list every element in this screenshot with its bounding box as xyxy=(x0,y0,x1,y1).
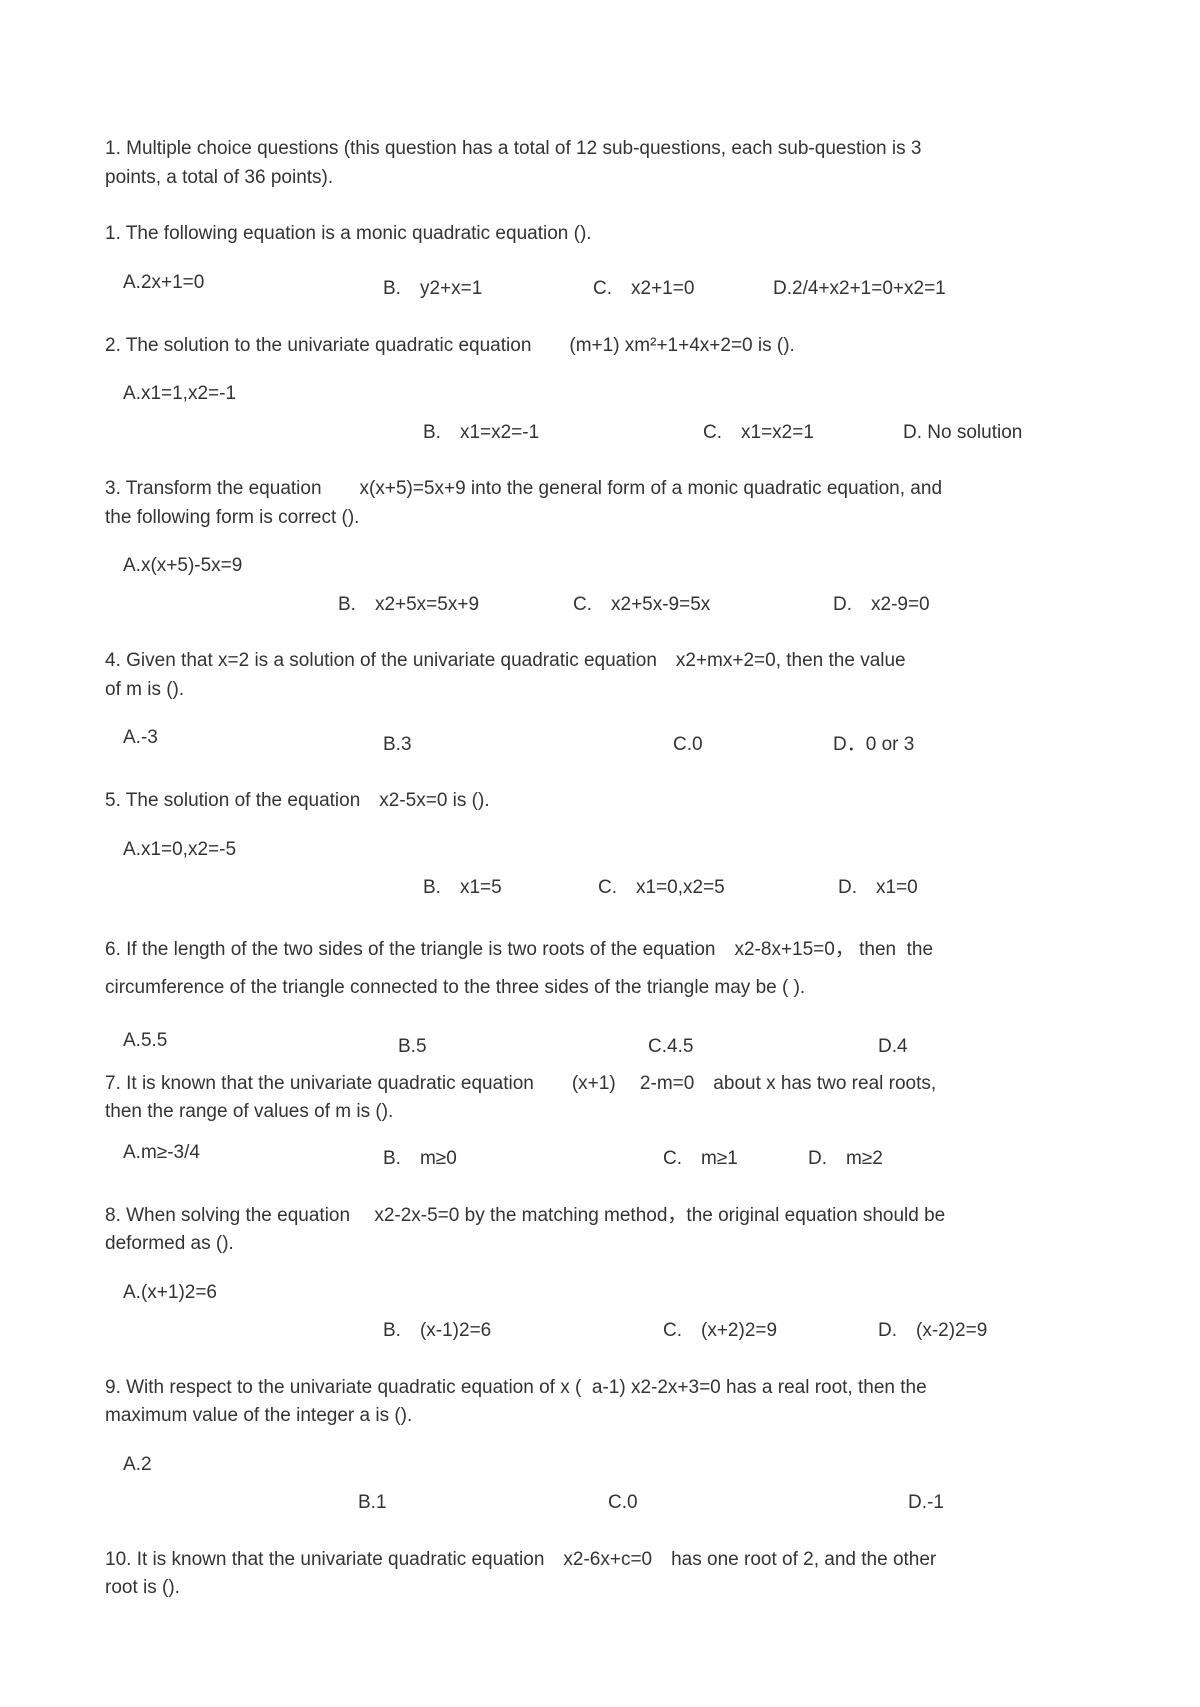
question-6: 6. If the length of the two sides of the… xyxy=(105,931,1095,1062)
question-7: 7. It is known that the univariate quadr… xyxy=(105,1070,1095,1174)
q1-option-b: B. y2+x=1 xyxy=(383,275,593,304)
q3-text: 3. Transform the equation x(x+5)=5x+9 in… xyxy=(105,475,1095,532)
q9-option-c: C.0 xyxy=(608,1489,908,1518)
question-4: 4. Given that x=2 is a solution of the u… xyxy=(105,647,1095,759)
q8-option-b: B. (x-1)2=6 xyxy=(383,1317,663,1346)
q3-line2: the following form is correct (). xyxy=(105,507,359,528)
q6-line2: circumference of the triangle connected … xyxy=(105,977,805,998)
q6-option-d: D.4 xyxy=(878,1033,908,1062)
q4-option-b: B.3 xyxy=(383,731,673,760)
q10-text: 10. It is known that the univariate quad… xyxy=(105,1546,1095,1603)
q7-line2: then the range of values of m is (). xyxy=(105,1101,393,1122)
q6-line1: 6. If the length of the two sides of the… xyxy=(105,939,933,960)
question-9: 9. With respect to the univariate quadra… xyxy=(105,1374,1095,1518)
q6-text: 6. If the length of the two sides of the… xyxy=(105,931,1095,1007)
q9-text: 9. With respect to the univariate quadra… xyxy=(105,1374,1095,1431)
q8-line1: 8. When solving the equation x2-2x-5=0 b… xyxy=(105,1205,945,1226)
q2-option-b: B. x1=x2=-1 xyxy=(423,419,703,448)
q6-option-c: C.4.5 xyxy=(648,1033,878,1062)
q6-option-b: B.5 xyxy=(398,1033,648,1062)
q7-option-b: B. m≥0 xyxy=(383,1145,663,1174)
question-2: 2. The solution to the univariate quadra… xyxy=(105,332,1095,448)
q9-option-d: D.-1 xyxy=(908,1489,944,1518)
q9-option-a: A.2 xyxy=(123,1451,1095,1480)
q7-option-c: C. m≥1 xyxy=(663,1145,808,1174)
q5-text: 5. The solution of the equation x2-5x=0 … xyxy=(105,787,1095,816)
q2-option-c: C. x1=x2=1 xyxy=(703,419,903,448)
q7-option-d: D. m≥2 xyxy=(808,1145,883,1174)
question-1: 1. The following equation is a monic qua… xyxy=(105,220,1095,304)
q9-option-b: B.1 xyxy=(358,1489,608,1518)
q3-line1: 3. Transform the equation x(x+5)=5x+9 in… xyxy=(105,478,942,499)
q5-option-a: A.x1=0,x2=-5 xyxy=(123,836,1095,865)
q2-text: 2. The solution to the univariate quadra… xyxy=(105,332,1095,361)
question-3: 3. Transform the equation x(x+5)=5x+9 in… xyxy=(105,475,1095,619)
q10-line1: 10. It is known that the univariate quad… xyxy=(105,1549,936,1570)
q9-line1: 9. With respect to the univariate quadra… xyxy=(105,1377,927,1398)
intro-line-2: points, a total of 36 points). xyxy=(105,164,1095,193)
section-intro: 1. Multiple choice questions (this quest… xyxy=(105,135,1095,192)
q3-option-c: C. x2+5x-9=5x xyxy=(573,591,833,620)
q2-option-a: A.x1=1,x2=-1 xyxy=(123,380,1095,409)
q8-line2: deformed as (). xyxy=(105,1233,234,1254)
q8-text: 8. When solving the equation x2-2x-5=0 b… xyxy=(105,1202,1095,1259)
q4-text: 4. Given that x=2 is a solution of the u… xyxy=(105,647,1095,704)
q4-line1: 4. Given that x=2 is a solution of the u… xyxy=(105,650,906,671)
worksheet-page: 1. Multiple choice questions (this quest… xyxy=(0,0,1200,1707)
q5-option-d: D. x1=0 xyxy=(838,874,918,903)
q2-option-d: D. No solution xyxy=(903,419,1022,448)
q1-option-d: D.2/4+x2+1=0+x2=1 xyxy=(773,275,946,304)
question-5: 5. The solution of the equation x2-5x=0 … xyxy=(105,787,1095,903)
q4-option-d: D．0 or 3 xyxy=(833,731,914,760)
question-8: 8. When solving the equation x2-2x-5=0 b… xyxy=(105,1202,1095,1346)
q7-line1: 7. It is known that the univariate quadr… xyxy=(105,1073,936,1094)
q8-option-d: D. (x-2)2=9 xyxy=(878,1317,987,1346)
q4-line2: of m is (). xyxy=(105,679,184,700)
q5-option-b: B. x1=5 xyxy=(423,874,598,903)
q7-text: 7. It is known that the univariate quadr… xyxy=(105,1070,1095,1127)
q8-option-c: C. (x+2)2=9 xyxy=(663,1317,878,1346)
q3-option-d: D. x2-9=0 xyxy=(833,591,930,620)
q4-option-c: C.0 xyxy=(673,731,833,760)
q10-line2: root is (). xyxy=(105,1577,180,1598)
q3-option-b: B. x2+5x=5x+9 xyxy=(338,591,573,620)
q5-option-c: C. x1=0,x2=5 xyxy=(598,874,838,903)
intro-line-1: 1. Multiple choice questions (this quest… xyxy=(105,135,1095,164)
q8-option-a: A.(x+1)2=6 xyxy=(123,1279,1095,1308)
question-10: 10. It is known that the univariate quad… xyxy=(105,1546,1095,1603)
q3-option-a: A.x(x+5)-5x=9 xyxy=(123,552,1095,581)
q1-text: 1. The following equation is a monic qua… xyxy=(105,220,1095,249)
q9-line2: maximum value of the integer a is (). xyxy=(105,1405,412,1426)
q1-option-c: C. x2+1=0 xyxy=(593,275,773,304)
